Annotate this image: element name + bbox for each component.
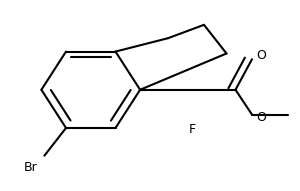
Text: F: F	[188, 123, 196, 136]
Text: Br: Br	[24, 161, 38, 174]
Text: O: O	[256, 49, 266, 62]
Text: O: O	[256, 111, 266, 124]
